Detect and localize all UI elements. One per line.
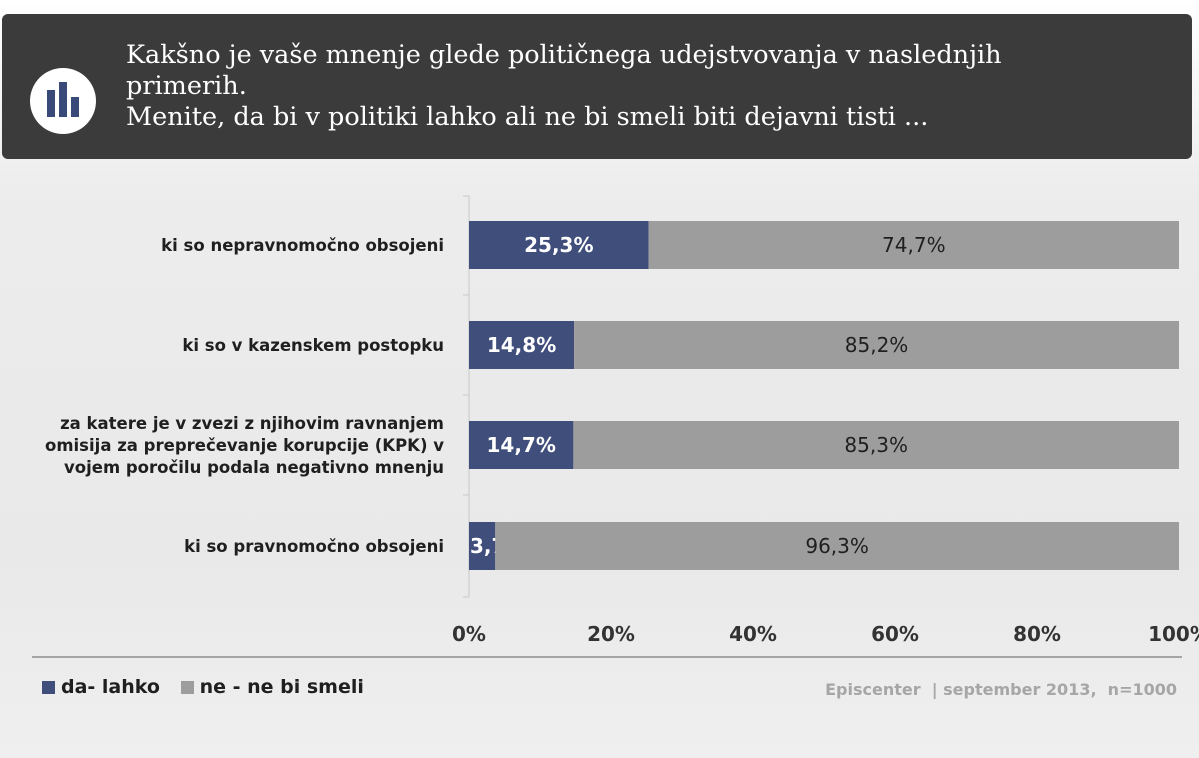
bar-ne-ne-bi-smeli: [495, 522, 1179, 570]
bar-ne-ne-bi-smeli: [574, 321, 1179, 369]
bar-value-label: 14,8%: [487, 333, 556, 357]
legend-label-da: da- lahko: [61, 676, 160, 698]
bar-da-lahko: [469, 421, 574, 469]
legend-item-ne: ne - ne bi smeli: [180, 676, 364, 698]
x-tick-label: 40%: [729, 622, 777, 646]
bar-ne-ne-bi-smeli: [648, 221, 1179, 269]
bar-da-lahko: [469, 522, 496, 570]
category-label-line: omisija za preprečevanje korupcije (KPK)…: [45, 436, 444, 455]
question-header: Kakšno je vaše mnenje glede političnega …: [2, 14, 1192, 159]
category-label-line: ki so nepravnomočno obsojeni: [161, 236, 444, 255]
bar-value-label: 85,2%: [845, 333, 909, 357]
bar-value-label: 85,3%: [844, 433, 908, 457]
question-line: Menite, da bi v politiki lahko ali ne bi…: [126, 102, 929, 132]
category-label-line: ki so pravnomočno obsojeni: [184, 537, 444, 556]
bar-value-label: 96,3%: [805, 534, 869, 558]
legend-swatch-ne: [180, 680, 194, 694]
bar-value-label: 74,7%: [882, 233, 946, 257]
category-label-line: ki so v kazenskem postopku: [182, 336, 444, 355]
category-label-line: vojem poročilu podala negativno mnenju: [64, 458, 444, 477]
legend-label-ne: ne - ne bi smeli: [199, 676, 364, 698]
x-tick-label: 20%: [587, 622, 635, 646]
category-label-line: za katere je v zvezi z njihovim ravnanje…: [60, 414, 444, 433]
legend-item-da: da- lahko: [42, 676, 160, 698]
bar-chart-icon: [30, 68, 96, 134]
footer-divider: [32, 656, 1182, 658]
question-line: primerih.: [126, 71, 247, 101]
x-tick-label: 0%: [452, 622, 486, 646]
bar-da-lahko: [469, 321, 575, 369]
x-tick-label: 100%: [1148, 622, 1199, 646]
question-text: Kakšno je vaše mnenje glede političnega …: [126, 40, 1166, 133]
source-note: Episcenter | september 2013, n=1000: [825, 680, 1177, 699]
bar-ne-ne-bi-smeli: [573, 421, 1179, 469]
category-label: ki so v kazenskem postopku: [182, 335, 444, 357]
legend-swatch-da: [42, 680, 55, 694]
x-tick-label: 80%: [1013, 622, 1061, 646]
category-label: ki so nepravnomočno obsojeni: [161, 235, 444, 257]
x-tick-label: 60%: [871, 622, 919, 646]
bar-value-label: 25,3%: [524, 233, 593, 257]
category-label: ki so pravnomočno obsojeni: [184, 536, 444, 558]
category-label: za katere je v zvezi z njihovim ravnanje…: [45, 413, 444, 479]
bar-value-label: 14,7%: [486, 433, 555, 457]
bar-da-lahko: [469, 221, 649, 269]
legend: da- lahko ne - ne bi smeli: [42, 676, 378, 699]
question-line: Kakšno je vaše mnenje glede političnega …: [126, 40, 1002, 70]
